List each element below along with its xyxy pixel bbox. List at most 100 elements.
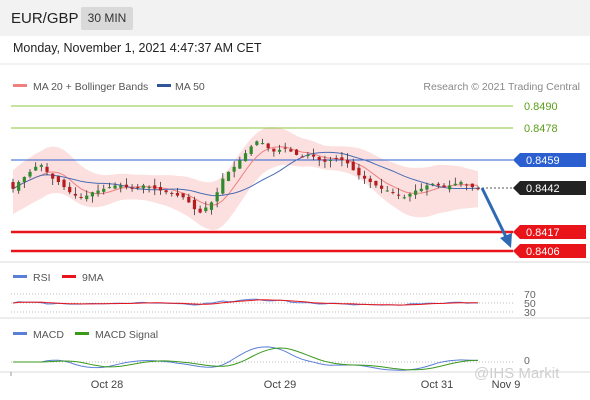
candle xyxy=(249,144,253,156)
candle xyxy=(266,142,270,152)
ma50-line xyxy=(12,151,479,197)
candle xyxy=(130,184,134,192)
candle xyxy=(141,183,146,194)
rsi-legend: RSI 9MA xyxy=(13,272,104,284)
target-tag-2: 0.8406 xyxy=(513,244,586,258)
macd-signal-legend-label: MACD Signal xyxy=(95,329,158,341)
candle xyxy=(442,183,446,188)
candle xyxy=(28,169,32,179)
target-label-1: 0.8417 xyxy=(526,227,560,239)
candle xyxy=(147,185,151,193)
candle xyxy=(158,181,163,195)
candle xyxy=(425,182,429,196)
header-bar: EUR/GBP 30 MIN xyxy=(0,0,590,36)
candle xyxy=(39,163,43,172)
x-label-nov9: Nov 9 xyxy=(492,379,521,391)
candle xyxy=(96,184,100,197)
candle xyxy=(334,155,338,162)
candle xyxy=(448,180,452,193)
candle xyxy=(192,196,197,216)
copyright-text: Research © 2021 Trading Central xyxy=(423,81,580,93)
x-label-oct31: Oct 31 xyxy=(421,379,453,391)
candle xyxy=(215,187,219,208)
candle xyxy=(317,156,321,167)
candle xyxy=(300,154,304,158)
candle xyxy=(175,187,180,198)
resistance-label-2: 0.8478 xyxy=(524,123,558,135)
candle xyxy=(198,205,202,214)
candle xyxy=(323,155,327,168)
macd-signal-line xyxy=(13,347,479,371)
candle xyxy=(476,185,480,191)
resistance-label-1: 0.8490 xyxy=(524,101,558,113)
candle xyxy=(277,144,282,155)
legend-swatch-ma20 xyxy=(13,84,27,87)
candle xyxy=(368,175,372,189)
candle xyxy=(62,178,66,190)
candle xyxy=(170,191,174,197)
rsi-level-70: 70 xyxy=(524,289,536,301)
candle xyxy=(107,182,112,189)
target-label-2: 0.8406 xyxy=(526,246,560,258)
candle xyxy=(379,178,384,194)
macd-zero-label: 0 xyxy=(524,355,530,367)
rsi-level-50: 50 xyxy=(524,298,536,310)
rsi-9ma-line xyxy=(12,299,479,306)
candle xyxy=(11,178,15,193)
candle xyxy=(419,183,423,193)
rsi-legend-label: RSI xyxy=(33,272,51,284)
candle xyxy=(311,148,316,161)
candles xyxy=(11,138,480,216)
candle xyxy=(113,182,117,190)
x-label-oct28: Oct 28 xyxy=(91,379,123,391)
candle xyxy=(345,153,350,168)
candle xyxy=(414,184,418,199)
candle xyxy=(431,183,435,187)
candle xyxy=(17,180,21,194)
candle xyxy=(436,182,440,189)
candle xyxy=(51,173,55,186)
candle xyxy=(243,149,248,162)
legend-label-ma20: MA 20 + Bollinger Bands xyxy=(33,81,148,93)
candle xyxy=(204,201,208,213)
candle xyxy=(45,163,49,176)
forecast-arrow xyxy=(480,187,512,248)
ma20-line xyxy=(12,146,479,206)
candle xyxy=(459,180,463,187)
candle xyxy=(136,184,140,191)
candle xyxy=(226,171,231,182)
candle xyxy=(283,142,287,153)
candle xyxy=(351,158,355,171)
candle xyxy=(453,177,457,186)
candle xyxy=(85,190,89,202)
macd-legend-label: MACD xyxy=(33,329,64,341)
timeframe-button[interactable]: 30 MIN xyxy=(81,7,133,30)
candle xyxy=(34,162,38,171)
candle xyxy=(90,191,94,203)
candle xyxy=(260,138,265,145)
candle xyxy=(238,156,242,169)
candle xyxy=(221,173,225,195)
candle xyxy=(408,192,412,202)
target-tag-1: 0.8417 xyxy=(513,225,586,239)
pivot-tag: 0.8459 xyxy=(513,153,586,167)
candle xyxy=(357,164,361,180)
candle xyxy=(391,188,395,195)
candle xyxy=(56,175,60,186)
candle xyxy=(272,148,276,157)
candle xyxy=(124,178,129,190)
bollinger-band xyxy=(13,127,478,230)
symbol-label[interactable]: EUR/GBP xyxy=(11,10,79,27)
candle xyxy=(79,193,83,200)
candle xyxy=(385,185,389,192)
legend-swatch-ma50 xyxy=(157,84,171,87)
candle xyxy=(397,188,401,200)
candle xyxy=(102,184,106,195)
candle xyxy=(255,140,259,147)
last-price-tag: 0.8442 xyxy=(513,181,586,195)
candle xyxy=(470,183,474,191)
pivot-label: 0.8459 xyxy=(526,155,560,167)
macd-legend: MACD MACD Signal xyxy=(13,329,158,341)
x-label-oct29: Oct 29 xyxy=(264,379,296,391)
